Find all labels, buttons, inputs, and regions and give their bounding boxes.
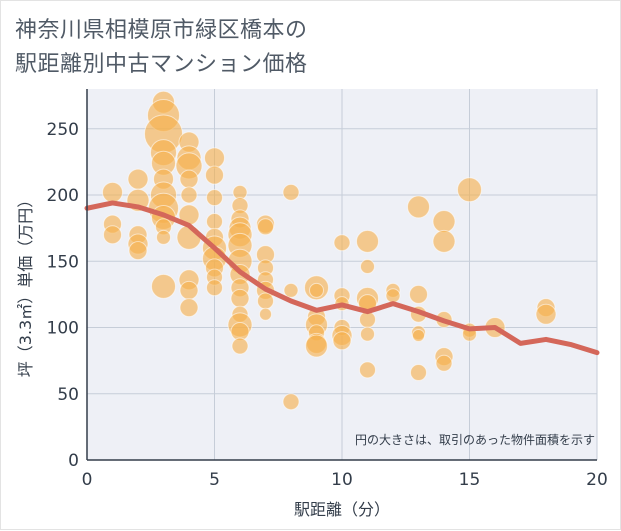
- bubble-83: [360, 326, 375, 342]
- bubble-97: [435, 354, 453, 372]
- bubble-87: [407, 195, 430, 219]
- bubble-84: [359, 361, 376, 379]
- x-tick-label-4: 20: [586, 470, 608, 490]
- x-tick-label-1: 5: [209, 470, 220, 490]
- bubble-19: [151, 273, 176, 299]
- bubble-0: [102, 181, 123, 203]
- bubble-86: [385, 288, 401, 304]
- bubble-49: [230, 288, 250, 308]
- bubble-7: [128, 241, 148, 261]
- bubble-28: [179, 280, 199, 300]
- y-tick-label-2: 100: [47, 319, 79, 339]
- bubble-61: [259, 307, 272, 321]
- y-tick-label-5: 250: [47, 120, 79, 140]
- chart-title: 神奈川県相模原市緑区橋本の 駅距離別中古マンション価格: [15, 14, 435, 82]
- bubble-98: [457, 177, 482, 203]
- bubble-53: [231, 337, 249, 355]
- x-tick-label-3: 15: [459, 470, 481, 490]
- y-tick-label-4: 200: [47, 186, 79, 206]
- bubble-33: [206, 213, 223, 230]
- bubble-23: [179, 169, 199, 189]
- bubble-3: [127, 168, 149, 190]
- bubble-55: [257, 218, 274, 236]
- y-tick-label-0: 0: [68, 451, 79, 471]
- bubble-2: [103, 225, 122, 245]
- x-tick-label-2: 10: [331, 470, 353, 490]
- bubble-31: [205, 165, 224, 185]
- y-tick-label-1: 50: [57, 385, 79, 405]
- chart-title-line-2: 駅距離別中古マンション価格: [15, 52, 308, 77]
- bubble-29: [179, 298, 199, 318]
- bubble-79: [360, 259, 375, 275]
- bubble-71: [305, 334, 328, 358]
- bubble-62: [282, 183, 300, 201]
- bubble-39: [206, 279, 223, 297]
- bubble-64: [282, 393, 300, 411]
- bubble-92: [410, 364, 427, 382]
- bubble-63: [283, 282, 299, 298]
- chart-title-line-1: 神奈川県相模原市緑区橋本の: [15, 18, 308, 43]
- bubble-32: [206, 189, 223, 207]
- bubble-66: [309, 282, 324, 298]
- bubble-24: [180, 186, 198, 204]
- bubble-103: [535, 303, 557, 325]
- bubble-91: [412, 328, 425, 342]
- bubble-93: [432, 210, 456, 233]
- bubble-60: [257, 292, 274, 310]
- x-axis-label: 駅距離（分）: [294, 500, 390, 519]
- y-tick-label-3: 150: [47, 252, 79, 272]
- bubble-88: [409, 284, 428, 304]
- bubble-30: [204, 147, 225, 169]
- trend-line: [84, 200, 600, 356]
- bubble-18: [156, 229, 171, 245]
- size-note: 円の大きさは、取引のあった物件面積を示す: [355, 432, 595, 447]
- bubble-26: [176, 224, 202, 250]
- bubble-77: [332, 331, 352, 351]
- bubble-94: [432, 229, 456, 253]
- y-axis-label: 坪（3.3㎡）単価（万円）: [16, 192, 35, 377]
- bubble-78: [356, 229, 379, 253]
- bubble-72: [333, 234, 351, 252]
- x-tick-label-0: 0: [82, 470, 93, 490]
